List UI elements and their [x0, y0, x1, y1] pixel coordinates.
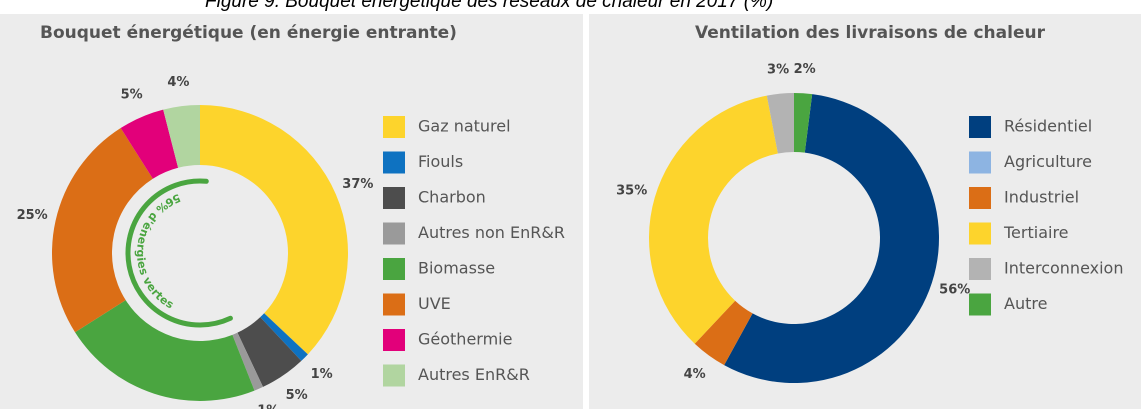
legend-swatch: [383, 151, 405, 174]
donut-slice: [52, 128, 153, 333]
legend-label: Autre: [1004, 294, 1047, 313]
donut-slice: [200, 105, 348, 355]
legend-label: Agriculture: [1004, 152, 1092, 171]
donut-slice: [724, 94, 939, 383]
donut-slice: [766, 93, 794, 154]
value-label: 1%: [257, 403, 279, 409]
legend-swatch: [383, 187, 405, 209]
donut-slice: [237, 317, 302, 387]
legend-label: Gaz naturel: [418, 117, 511, 136]
legend-swatch: [969, 187, 991, 209]
annotation-arc: [125, 178, 233, 328]
legend-label: Charbon: [418, 188, 486, 207]
chart-title: Bouquet énergétique (en énergie entrante…: [40, 23, 457, 43]
value-label: 3%: [767, 62, 789, 77]
value-label: 56%: [939, 283, 970, 298]
value-label: 1%: [311, 367, 333, 382]
donut-slice: [260, 313, 308, 361]
legend-label: Biomasse: [418, 259, 495, 278]
value-label: 37%: [342, 177, 373, 192]
legend-swatch: [969, 116, 991, 138]
legend-swatch: [383, 116, 405, 138]
legend-label: Industriel: [1004, 188, 1079, 207]
separator: [583, 14, 589, 409]
donut-slice: [694, 300, 753, 366]
legend-swatch: [383, 258, 405, 280]
value-label: 35%: [616, 183, 647, 198]
legend-swatch: [383, 329, 405, 351]
donut-slice: [163, 105, 200, 168]
donut-slice: [232, 332, 264, 391]
caption: Figure 9. Bouquet énergétique des réseau…: [205, 0, 773, 12]
donut-slice: [649, 95, 778, 344]
legend-label: UVE: [418, 294, 451, 313]
legend-label: Tertiaire: [1003, 223, 1069, 242]
legend-swatch: [383, 293, 405, 316]
value-label: 5%: [121, 88, 143, 103]
legend-label: Fiouls: [418, 152, 463, 171]
legend-label: Autres EnR&R: [418, 365, 530, 384]
chart-title: Ventilation des livraisons de chaleur: [695, 23, 1046, 43]
legend-label: Géothermie: [418, 330, 512, 349]
value-label: 5%: [286, 388, 308, 403]
legend-swatch: [969, 293, 991, 316]
donut-slice: [75, 300, 255, 401]
legend-label: Interconnexion: [1004, 259, 1123, 278]
legend-swatch: [969, 258, 991, 280]
legend-label: Résidentiel: [1004, 117, 1092, 136]
value-label: 4%: [684, 367, 706, 382]
value-label: 4%: [167, 75, 189, 90]
legend-swatch: [383, 364, 405, 387]
legend-swatch: [383, 222, 405, 245]
legend-swatch: [969, 151, 991, 174]
donut-slice: [120, 109, 179, 179]
donut-slice: [794, 93, 813, 153]
value-label: 2%: [794, 62, 816, 77]
value-label: 25%: [17, 208, 48, 223]
legend-swatch: [969, 222, 991, 245]
legend-label: Autres non EnR&R: [418, 223, 565, 242]
